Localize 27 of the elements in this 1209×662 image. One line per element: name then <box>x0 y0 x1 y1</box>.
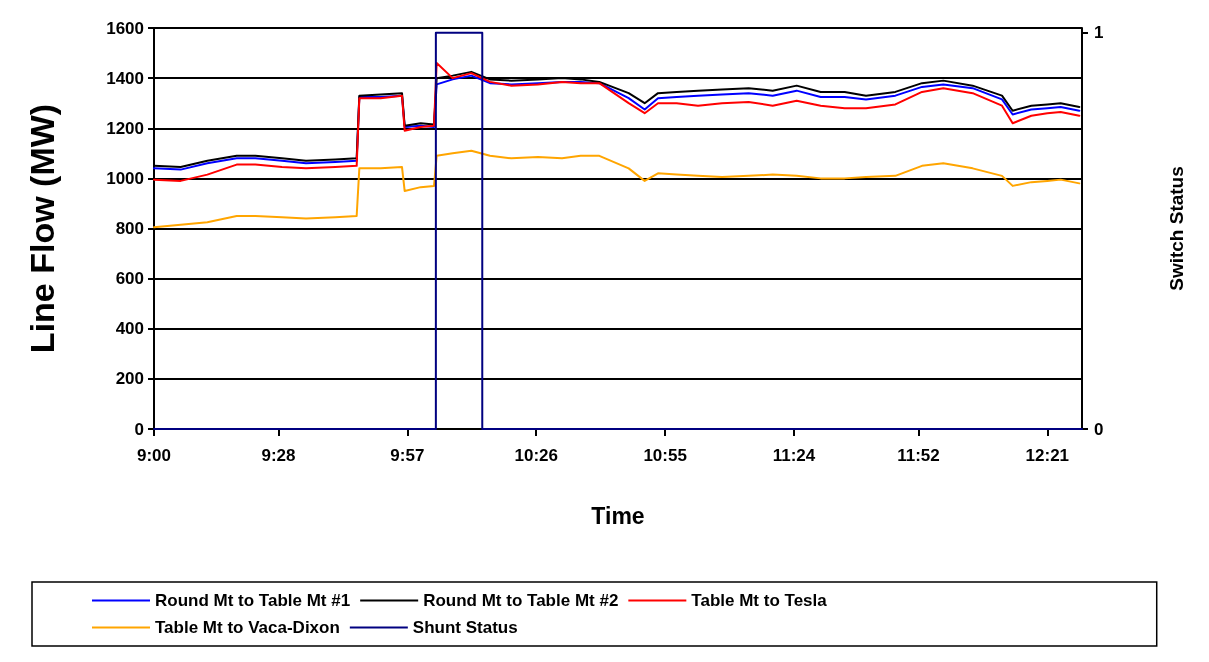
x-tick-label: 10:26 <box>514 446 558 465</box>
x-tick-label: 11:52 <box>897 446 940 465</box>
x-tick-label: 11:24 <box>772 446 816 465</box>
y-tick-label: 600 <box>115 269 144 289</box>
y2-axis-title: Switch Status <box>1166 166 1187 291</box>
legend-label: Table Mt to Tesla <box>691 591 828 610</box>
x-tick-label: 9:28 <box>261 446 296 465</box>
y-tick-label: 1400 <box>106 68 144 88</box>
y-tick-label: 1000 <box>106 168 144 188</box>
x-tick-label: 9:00 <box>136 446 172 465</box>
y-tick-label: 400 <box>115 319 144 339</box>
y-tick-label: 200 <box>115 369 144 389</box>
x-tick-label: 9:57 <box>390 446 425 465</box>
legend-label: Round Mt to Table Mt #2 <box>423 591 619 610</box>
legend-label: Round Mt to Table Mt #1 <box>155 591 351 610</box>
y2-tick-label: 0 <box>1094 419 1104 439</box>
y-tick-label: 0 <box>134 419 144 439</box>
x-tick-label: 12:21 <box>1025 446 1070 465</box>
y-tick-label: 1200 <box>106 118 144 138</box>
x-tick-label: 10:55 <box>643 446 687 465</box>
y-tick-label: 1600 <box>106 18 144 38</box>
y-tick-label: 800 <box>115 219 144 238</box>
legend-label: Shunt Status <box>412 618 518 637</box>
legend-label: Table Mt to Vaca-Dixon <box>155 618 340 637</box>
y2-tick-label: 1 <box>1094 23 1104 43</box>
x-axis-title: Time <box>591 502 645 529</box>
y-axis-title: Line Flow (MW) <box>23 103 61 354</box>
